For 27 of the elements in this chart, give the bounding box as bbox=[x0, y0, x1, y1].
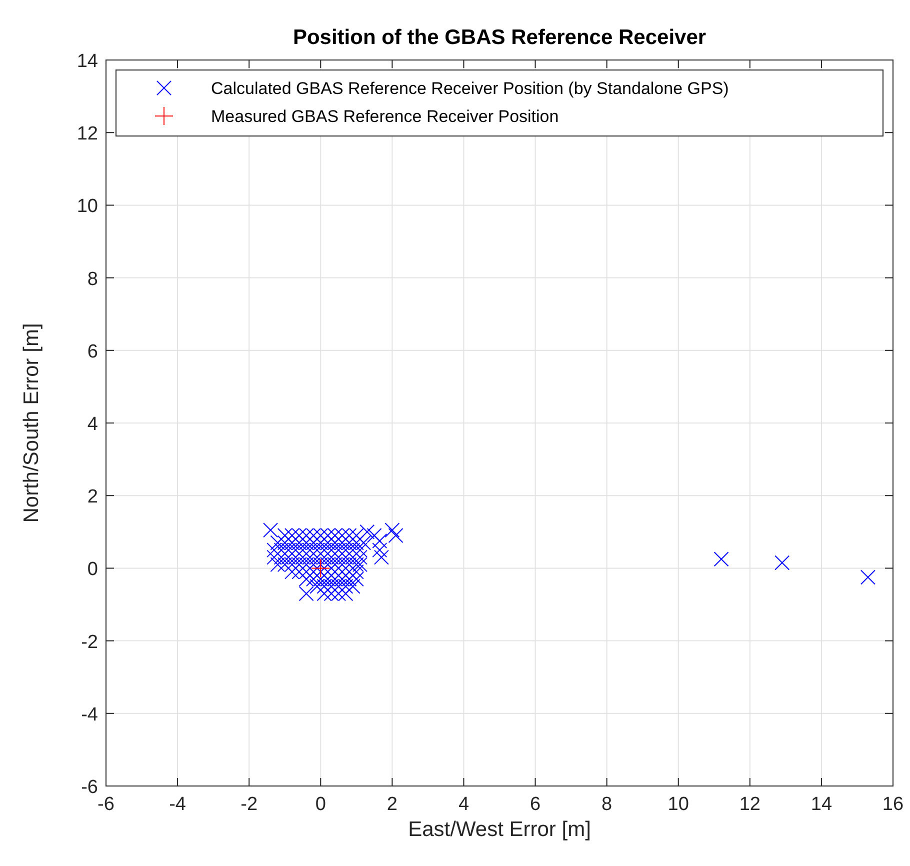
x-tick-label: 12 bbox=[739, 794, 760, 815]
x-tick-label: 14 bbox=[810, 794, 832, 815]
x-tick-label: 2 bbox=[386, 794, 398, 815]
legend-label: Measured GBAS Reference Receiver Position bbox=[211, 107, 559, 126]
y-tick-label: 8 bbox=[87, 268, 98, 290]
x-tick-label: 8 bbox=[602, 794, 612, 815]
y-tick-label: 4 bbox=[87, 414, 98, 435]
x-tick-label: 16 bbox=[882, 794, 904, 815]
y-tick-label: 10 bbox=[76, 196, 98, 218]
y-tick-label: -6 bbox=[81, 777, 98, 798]
x-tick-label: 4 bbox=[458, 794, 470, 815]
x-tick-label: 6 bbox=[530, 794, 541, 815]
y-axis-title: North/South Error [m] bbox=[20, 323, 43, 523]
y-tick-label: 14 bbox=[76, 51, 98, 72]
legend-label: Calculated GBAS Reference Receiver Position (by Standalone GPS) bbox=[211, 79, 729, 98]
x-tick-label: -2 bbox=[240, 794, 258, 815]
y-tick-label: 12 bbox=[76, 124, 98, 145]
x-tick-label: 10 bbox=[668, 794, 689, 815]
y-tick-label: 2 bbox=[87, 486, 98, 508]
x-tick-label: -4 bbox=[169, 794, 186, 815]
x-tick-label: 0 bbox=[315, 794, 326, 815]
x-axis-title: East/West Error [m] bbox=[408, 818, 591, 841]
chart-title: Position of the GBAS Reference Receiver bbox=[292, 26, 706, 49]
y-tick-label: 0 bbox=[87, 559, 98, 580]
y-tick-label: 6 bbox=[87, 341, 98, 362]
y-tick-label: -4 bbox=[81, 704, 98, 726]
y-tick-label: -2 bbox=[81, 632, 98, 653]
